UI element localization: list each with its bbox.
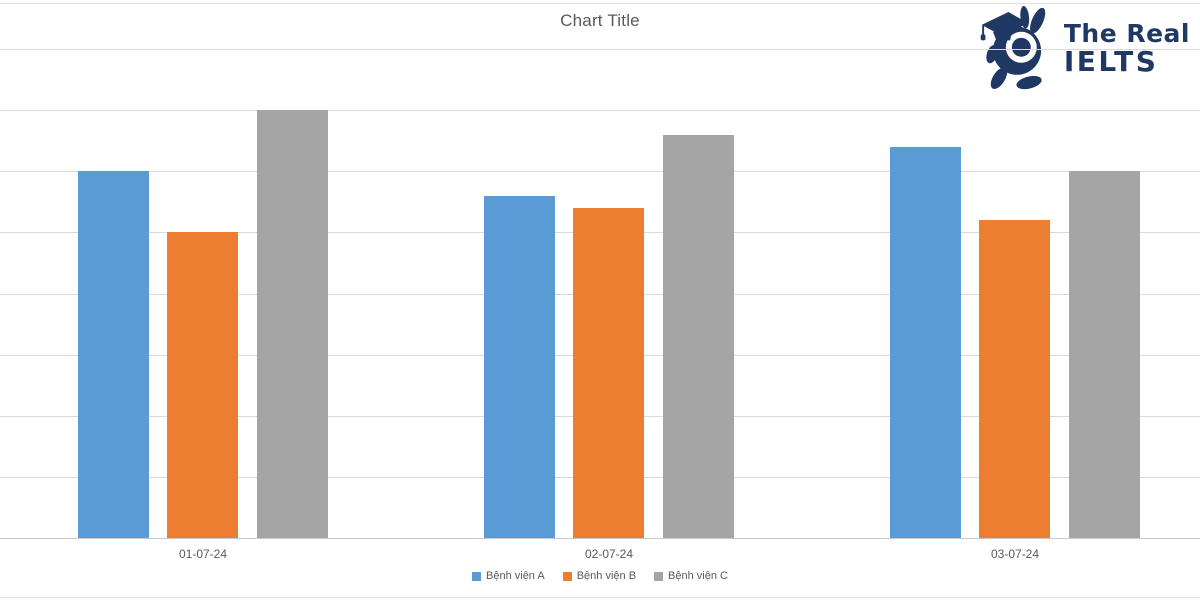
brand-logo-text: The Real IELTS <box>1063 19 1190 79</box>
brand-name-line1: The Real <box>1063 19 1190 49</box>
gridline <box>0 171 1200 173</box>
x-axis-label: 03-07-24 <box>990 547 1040 561</box>
bar-bệnh-viện-c-01-07-24[interactable] <box>256 110 328 538</box>
rabbit-graduate-magnifier-icon <box>980 6 1046 90</box>
chart-bottom-border <box>0 597 1200 598</box>
legend-item-bệnh-viện-a[interactable]: Bệnh viện A <box>472 570 545 582</box>
bar-bệnh-viện-b-02-07-24[interactable] <box>573 207 645 538</box>
legend-swatch-icon <box>562 571 572 581</box>
chart-legend: Bệnh viện A Bệnh viện B Bệnh viện C <box>0 570 1200 582</box>
legend-swatch-icon <box>654 571 664 581</box>
brand-name-line2: IELTS <box>1063 45 1159 79</box>
bar-bệnh-viện-c-02-07-24[interactable] <box>662 134 734 538</box>
x-axis-line <box>0 538 1200 539</box>
legend-label: Bệnh viện C <box>668 570 728 582</box>
legend-label: Bệnh viện A <box>486 570 545 582</box>
gridline <box>0 49 1200 50</box>
chart-title: Chart Title <box>560 11 640 30</box>
gridline <box>0 110 1200 112</box>
legend-item-bệnh-viện-c[interactable]: Bệnh viện C <box>654 570 728 582</box>
legend-item-bệnh-viện-b[interactable]: Bệnh viện B <box>562 570 637 582</box>
x-axis-label: 01-07-24 <box>178 547 228 561</box>
legend-label: Bệnh viện B <box>576 570 637 582</box>
x-axis-label: 02-07-24 <box>584 547 634 561</box>
chart-top-border <box>0 3 1200 4</box>
bar-bệnh-viện-a-02-07-24[interactable] <box>483 195 555 538</box>
bar-bệnh-viện-b-01-07-24[interactable] <box>167 232 239 538</box>
brand-logo: The Real IELTS <box>974 6 1190 92</box>
legend-swatch-icon <box>472 571 481 581</box>
bar-bệnh-viện-c-03-07-24[interactable] <box>1068 171 1140 538</box>
bar-bệnh-viện-b-03-07-24[interactable] <box>979 220 1051 538</box>
bar-bệnh-viện-a-01-07-24[interactable] <box>77 171 149 538</box>
bar-bệnh-viện-a-03-07-24[interactable] <box>889 146 961 538</box>
